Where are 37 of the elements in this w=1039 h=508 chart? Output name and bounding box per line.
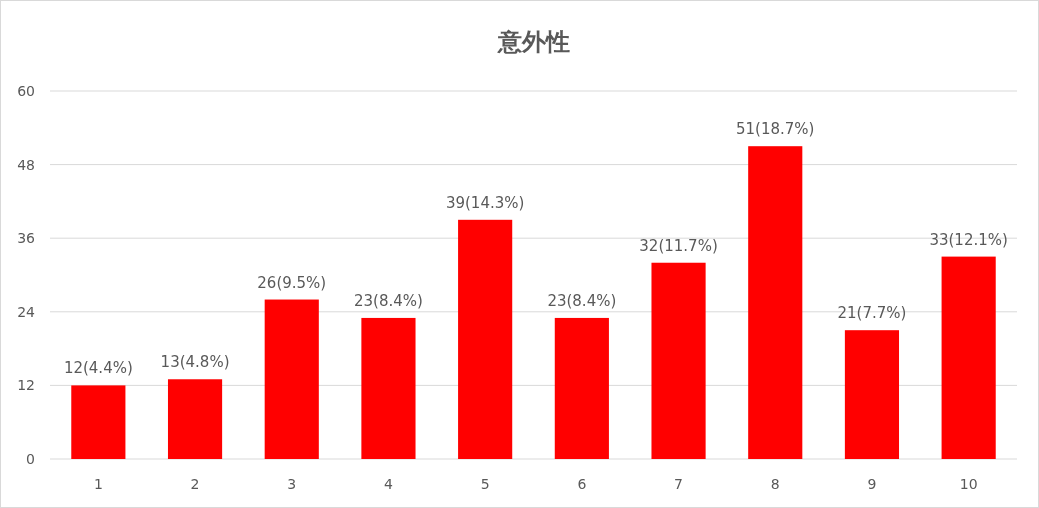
bar [554,317,609,459]
x-tick-label: 9 [867,476,877,492]
x-tick-label: 4 [383,476,393,492]
data-label: 12(4.4%) [63,359,133,378]
bar [458,219,513,459]
bar [844,330,900,459]
y-tick-label: 12 [17,377,35,394]
bar [748,146,803,459]
x-tick-label: 7 [674,476,684,492]
y-tick-label: 24 [17,303,36,320]
x-tick-label: 5 [480,476,490,492]
y-tick-label: 0 [26,451,35,467]
data-label: 21(7.7%) [837,304,907,323]
bar [264,299,319,459]
x-tick-label: 10 [959,476,978,492]
y-tick-label: 48 [17,156,35,173]
data-label: 26(9.5%) [257,273,327,292]
chart-title: 意外性 [496,28,570,56]
bar [167,379,223,459]
data-label: 13(4.8%) [160,353,230,372]
bar [71,385,126,459]
x-tick-label: 6 [577,476,587,492]
data-label: 32(11.7%) [639,236,718,255]
data-label: 39(14.3%) [445,193,525,212]
bar [361,317,416,459]
x-tick-label: 8 [770,476,780,492]
data-label: 23(8.4%) [547,291,617,310]
data-label: 51(18.7%) [736,120,815,139]
data-label: 33(12.1%) [929,230,1008,249]
y-tick-label: 60 [17,83,35,99]
x-tick-label: 3 [287,476,297,492]
y-tick-label: 36 [17,230,36,247]
x-tick-label: 2 [190,476,200,492]
data-label: 23(8.4%) [354,291,423,310]
bar [651,262,706,459]
bar [941,256,996,459]
x-tick-label: 1 [93,476,103,492]
